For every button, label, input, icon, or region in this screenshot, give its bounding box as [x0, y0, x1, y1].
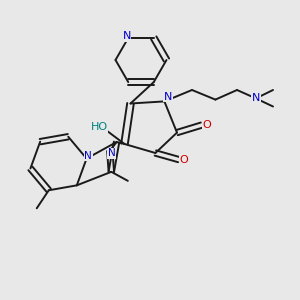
Text: O: O — [202, 120, 211, 130]
Text: O: O — [180, 154, 189, 165]
Text: N: N — [164, 92, 172, 102]
Text: N: N — [108, 148, 116, 158]
Text: N: N — [123, 32, 131, 41]
Text: N: N — [252, 93, 260, 103]
Text: N: N — [85, 151, 92, 160]
Text: HO: HO — [90, 122, 108, 133]
